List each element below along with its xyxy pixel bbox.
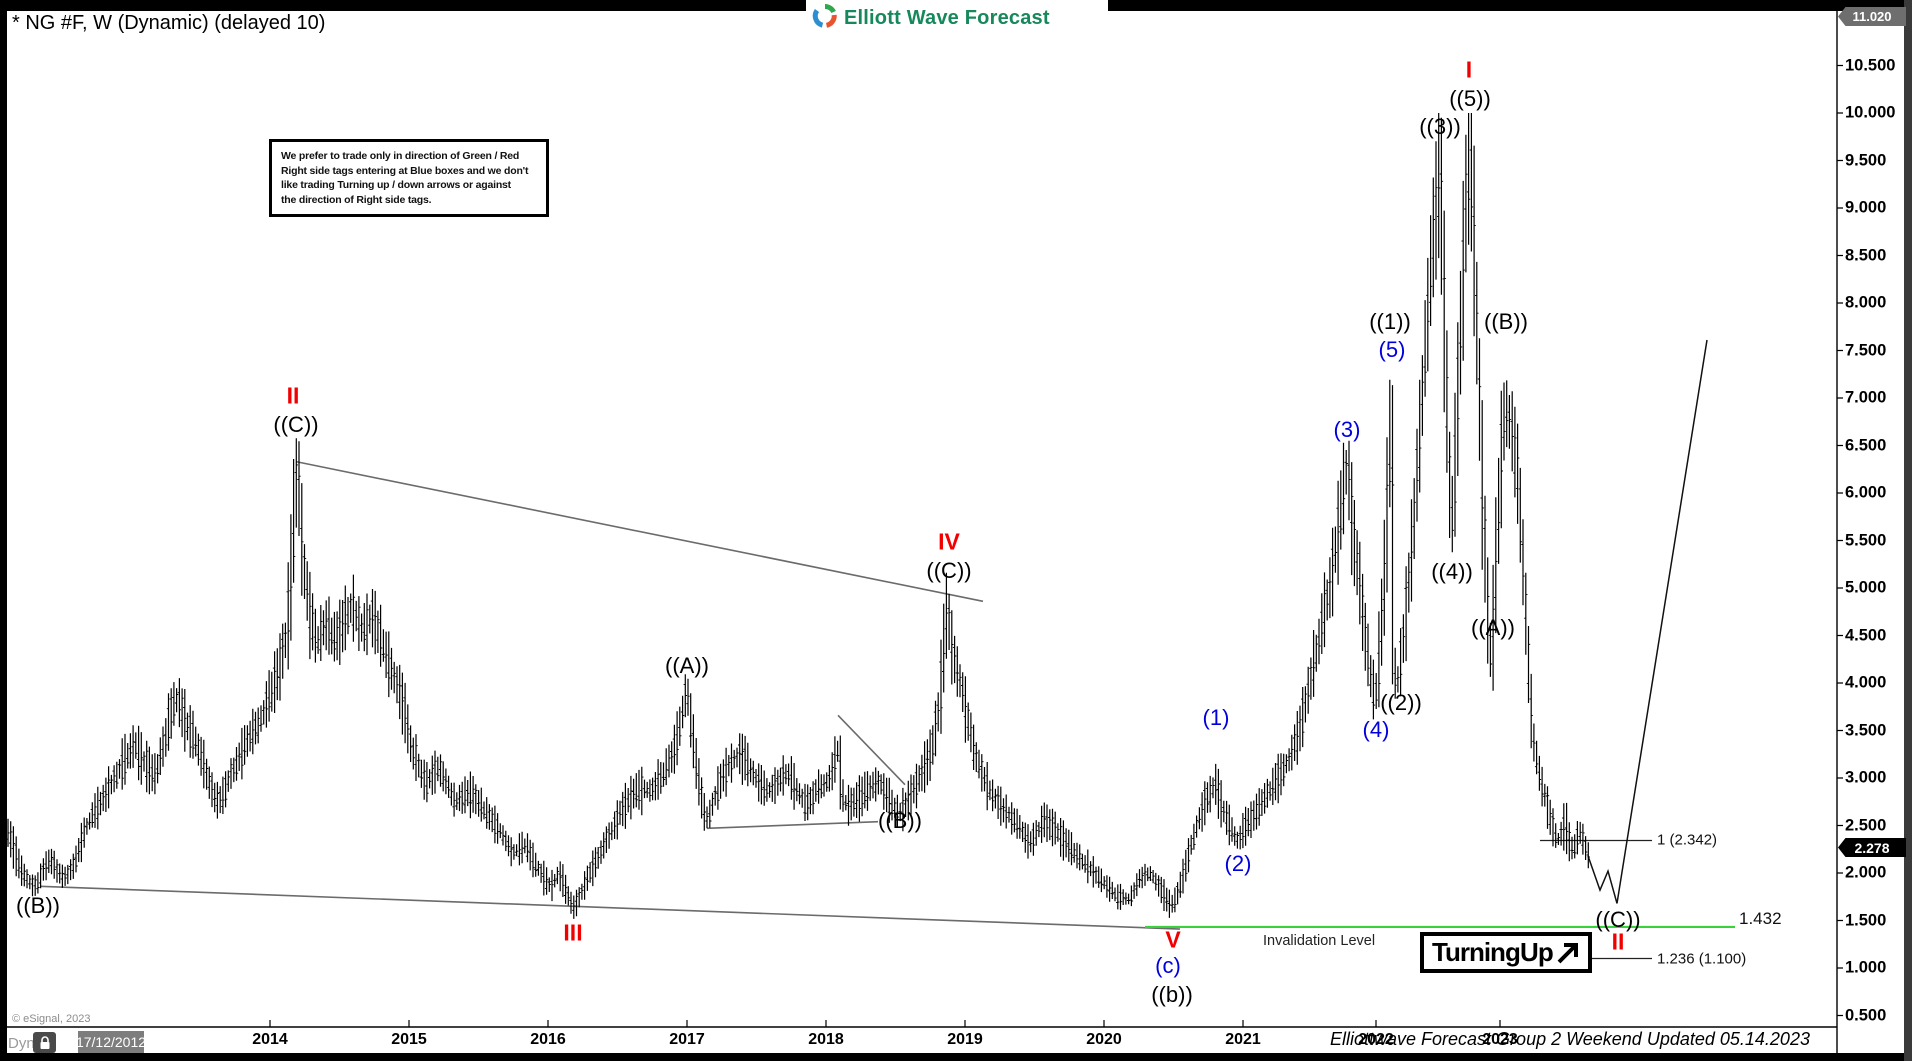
y-axis-label-3.000: 3.000 bbox=[1845, 768, 1887, 787]
wave-label-II: II bbox=[1611, 928, 1625, 955]
wave-label-5: ((5)) bbox=[1449, 86, 1491, 111]
y-axis-label-2.000: 2.000 bbox=[1845, 863, 1887, 882]
bottom-border bbox=[0, 1053, 1912, 1061]
y-axis-label-7.500: 7.500 bbox=[1845, 341, 1887, 359]
y-axis-label-10.000: 10.000 bbox=[1845, 103, 1896, 122]
wave-label-V: V bbox=[1165, 926, 1181, 953]
wave-label-2: ((2)) bbox=[1380, 690, 1422, 715]
bar-close-ticks bbox=[8, 173, 1590, 907]
y-axis-label-8.500: 8.500 bbox=[1845, 246, 1887, 264]
arrow-up-right-icon bbox=[1555, 940, 1581, 966]
disclaimer-line: like trading Turning up / down arrows or… bbox=[281, 179, 511, 191]
dyn-mode-label[interactable]: Dyn bbox=[8, 1035, 35, 1052]
y-axis-label-5.000: 5.000 bbox=[1845, 578, 1887, 597]
chart-start-date-badge[interactable]: 17/12/2012 bbox=[76, 1031, 146, 1053]
wave-label-4: (4) bbox=[1362, 717, 1390, 742]
y-axis-label-6.500: 6.500 bbox=[1845, 436, 1887, 454]
wave-label-IV: IV bbox=[938, 528, 960, 555]
y-axis-label-1.500: 1.500 bbox=[1845, 911, 1887, 929]
bar-open-ticks bbox=[6, 149, 1589, 911]
lock-icon[interactable] bbox=[33, 1032, 56, 1053]
last-price-badge: 2.278 bbox=[1838, 838, 1906, 857]
update-note: Elliottwave Forecast Group 2 Weekend Upd… bbox=[1330, 1029, 1810, 1049]
x-axis-label-2015: 2015 bbox=[391, 1031, 427, 1048]
right-scroll-strip[interactable] bbox=[1904, 0, 1912, 1061]
x-axis-label-2021: 2021 bbox=[1225, 1031, 1261, 1048]
x-axis-label-2023: 2023 bbox=[1482, 1031, 1518, 1048]
wave-label-B: ((B)) bbox=[878, 808, 922, 833]
wave-label-b: ((b)) bbox=[1151, 982, 1193, 1007]
wave-label-III: III bbox=[563, 919, 583, 946]
wave-label-A: ((A)) bbox=[1471, 615, 1515, 640]
brand-logo: Elliott Wave Forecast bbox=[812, 3, 1050, 34]
turning-up-text: Turning Up bbox=[1432, 937, 1554, 967]
y-axis-label-9.500: 9.500 bbox=[1845, 151, 1887, 169]
trendline-1 bbox=[295, 460, 984, 603]
fib-extension-label-1: 1 (2.342) bbox=[1657, 831, 1718, 849]
trendline-3 bbox=[837, 714, 906, 786]
turning-up-badge: Turning Up bbox=[1420, 932, 1592, 973]
invalidation-level-label: Invalidation Level bbox=[1263, 933, 1376, 949]
wave-label-I: I bbox=[1465, 56, 1473, 83]
y-axis-label-1.000: 1.000 bbox=[1845, 958, 1887, 977]
disclaimer-box: We prefer to trade only in direction of … bbox=[269, 139, 549, 217]
x-axis-label-2014: 2014 bbox=[252, 1031, 288, 1048]
disclaimer-line: Right side tags entering at Blue boxes a… bbox=[281, 164, 529, 177]
wave-label-2: (2) bbox=[1224, 851, 1252, 876]
wave-label-1: ((1)) bbox=[1369, 309, 1411, 334]
trendline-4 bbox=[706, 820, 879, 830]
x-axis-label-2022: 2022 bbox=[1358, 1031, 1394, 1048]
wave-label-3: ((3)) bbox=[1419, 114, 1461, 139]
y-axis-label-6.000: 6.000 bbox=[1845, 483, 1887, 502]
wave-label-3: (3) bbox=[1333, 417, 1361, 442]
wave-label-c: (c) bbox=[1155, 953, 1181, 978]
wave-label-5: (5) bbox=[1378, 337, 1406, 362]
fib-extension-label-1236: 1.236 (1.100) bbox=[1657, 950, 1747, 968]
x-axis-label-2018: 2018 bbox=[808, 1031, 844, 1048]
symbol-title: * NG #F, W (Dynamic) (delayed 10) bbox=[12, 12, 326, 34]
session-high-badge: 11.020 bbox=[1838, 7, 1906, 26]
y-axis-label-9.000: 9.000 bbox=[1845, 198, 1887, 217]
disclaimer-line: the direction of Right side tags. bbox=[281, 193, 432, 206]
wave-label-A: ((A)) bbox=[665, 653, 709, 678]
left-border bbox=[0, 0, 7, 1061]
y-axis-label-0.500: 0.500 bbox=[1845, 1006, 1887, 1024]
wave-label-B: ((B)) bbox=[1484, 309, 1528, 334]
wave-label-1: (1) bbox=[1202, 705, 1230, 730]
trendline-2 bbox=[39, 885, 1181, 930]
y-axis-label-3.500: 3.500 bbox=[1845, 721, 1887, 739]
logo-swirl-icon bbox=[812, 3, 838, 34]
x-axis-label-2016: 2016 bbox=[530, 1031, 566, 1048]
y-axis-label-4.500: 4.500 bbox=[1845, 626, 1887, 644]
wave-label-II: II bbox=[286, 382, 300, 409]
x-axis-label-2020: 2020 bbox=[1086, 1031, 1122, 1048]
y-axis-label-4.000: 4.000 bbox=[1845, 673, 1887, 692]
wave-label-C: ((C)) bbox=[273, 412, 319, 437]
y-axis-label-10.500: 10.500 bbox=[1845, 56, 1896, 74]
disclaimer-line: We prefer to trade only in direction of … bbox=[281, 150, 520, 162]
y-axis-label-7.000: 7.000 bbox=[1845, 388, 1887, 407]
esignal-copyright: © eSignal, 2023 bbox=[12, 1013, 91, 1025]
logo-background-patch bbox=[806, 0, 1108, 34]
x-axis-label-2017: 2017 bbox=[669, 1031, 705, 1048]
logo-text: Elliott Wave Forecast bbox=[844, 6, 1050, 29]
wave-label-C: ((C)) bbox=[926, 558, 972, 583]
x-axis-label-2019: 2019 bbox=[947, 1031, 983, 1048]
price-bars bbox=[7, 113, 1589, 919]
y-axis-label-8.000: 8.000 bbox=[1845, 293, 1887, 312]
elliott-projection-path bbox=[1587, 339, 1708, 904]
y-axis-ticks bbox=[1837, 64, 1843, 1017]
y-axis-label-2.500: 2.500 bbox=[1845, 816, 1887, 834]
y-axis-label-5.500: 5.500 bbox=[1845, 531, 1887, 549]
x-axis-ticks bbox=[269, 1020, 1501, 1027]
wave-label-C: ((C)) bbox=[1595, 907, 1641, 932]
wave-label-4: ((4)) bbox=[1431, 559, 1473, 584]
wave-label-B: ((B)) bbox=[16, 893, 60, 918]
invalidation-value-label: 1.432 bbox=[1739, 909, 1782, 928]
